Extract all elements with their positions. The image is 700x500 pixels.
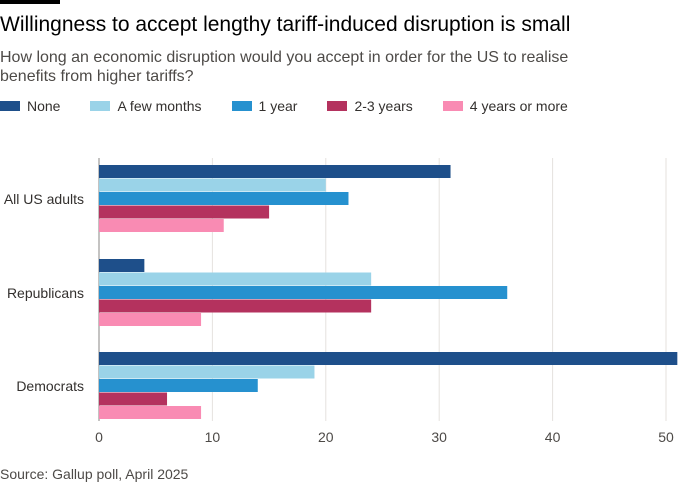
- bar: [99, 379, 258, 392]
- x-tick-label: 20: [318, 429, 334, 445]
- bar: [99, 299, 372, 313]
- legend-label: A few months: [117, 98, 202, 114]
- bar: [99, 352, 678, 365]
- legend-item-4-years-or-more: 4 years or more: [442, 98, 568, 114]
- legend-item-2-3-years: 2-3 years: [327, 98, 413, 114]
- category-label: Republicans: [7, 285, 84, 301]
- bar: [99, 392, 168, 406]
- bar: [99, 259, 145, 272]
- legend-swatch: [90, 101, 111, 111]
- bar: [99, 272, 372, 286]
- legend-label: None: [27, 98, 61, 114]
- bar: [99, 406, 202, 419]
- chart-subtitle: How long an economic disruption would yo…: [0, 49, 569, 85]
- x-tick-label: 30: [431, 429, 447, 445]
- category-label: Democrats: [16, 378, 84, 394]
- legend-swatch: [442, 101, 463, 111]
- bar: [99, 165, 451, 178]
- legend-swatch: [0, 101, 20, 111]
- legend-swatch: [327, 101, 348, 111]
- x-tick-label: 40: [545, 429, 561, 445]
- bar: [99, 365, 315, 379]
- bar: [99, 219, 224, 232]
- bar: [99, 313, 202, 326]
- legend: None A few months 1 year 2-3 years 4 yea…: [0, 98, 660, 114]
- category-label: All US adults: [4, 191, 84, 207]
- legend-label: 4 years or more: [469, 98, 568, 114]
- bar: [99, 192, 349, 205]
- x-tick-label: 0: [95, 429, 103, 445]
- legend-item-a-few-months: A few months: [90, 98, 202, 114]
- bar: [99, 286, 508, 299]
- source-note: Source: Gallup poll, April 2025: [0, 466, 189, 482]
- legend-swatch: [231, 101, 252, 111]
- bar: [99, 178, 326, 192]
- legend-label: 2-3 years: [354, 98, 413, 114]
- x-tick-label: 10: [205, 429, 221, 445]
- bar: [99, 205, 270, 219]
- x-tick-label: 50: [658, 429, 674, 445]
- legend-item-1-year: 1 year: [231, 98, 298, 114]
- legend-item-none: None: [0, 98, 60, 114]
- chart-title: Willingness to accept lengthy tariff-ind…: [0, 13, 571, 36]
- legend-label: 1 year: [258, 98, 298, 114]
- top-accent-bar: [0, 0, 60, 4]
